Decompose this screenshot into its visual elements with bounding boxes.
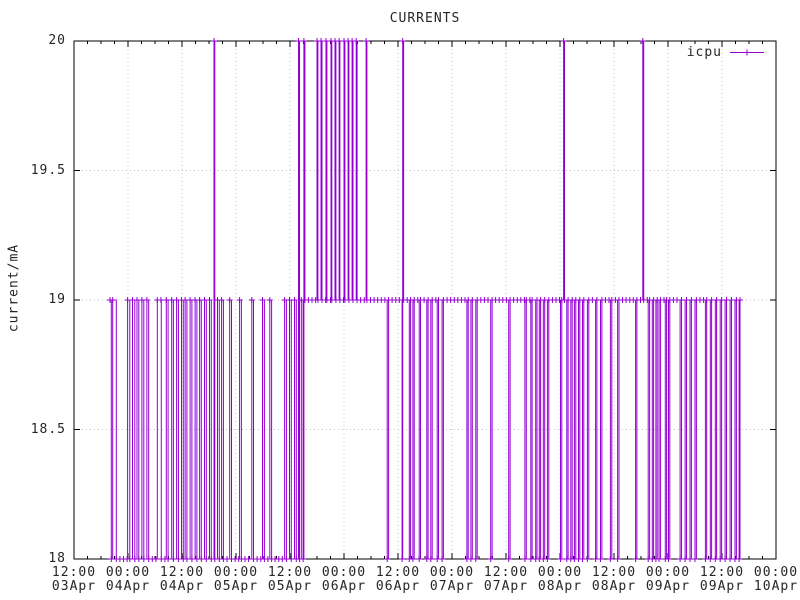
x-tick-label: 00:00 09Apr: [645, 565, 691, 594]
x-tick-label: 00:00 06Apr: [321, 565, 367, 594]
x-tick-label: 00:00 10Apr: [753, 565, 799, 594]
x-tick-label: 00:00 07Apr: [429, 565, 475, 594]
y-tick-label: 18: [48, 551, 66, 566]
x-tick-label: 00:00 08Apr: [537, 565, 583, 594]
y-tick-label: 19.5: [30, 162, 66, 178]
x-tick-label: 12:00 04Apr: [159, 565, 205, 594]
x-tick-label: 00:00 04Apr: [105, 565, 151, 594]
legend: icpu: [620, 45, 764, 60]
x-tick-label: 12:00 05Apr: [267, 565, 313, 594]
y-tick-label: 19: [48, 292, 66, 307]
legend-key-icon: [730, 49, 764, 56]
y-tick-label: 20: [48, 33, 66, 48]
x-tick-label: 12:00 09Apr: [699, 565, 745, 594]
x-tick-label: 12:00 08Apr: [591, 565, 637, 594]
x-tick-label: 12:00 06Apr: [375, 565, 421, 594]
x-tick-label: 12:00 03Apr: [51, 565, 97, 594]
x-tick-label: 12:00 07Apr: [483, 565, 529, 594]
legend-series-label: icpu: [686, 45, 722, 60]
chart-title: CURRENTS: [389, 11, 461, 26]
x-tick-label: 00:00 05Apr: [213, 565, 259, 594]
y-tick-label: 18.5: [30, 421, 66, 437]
